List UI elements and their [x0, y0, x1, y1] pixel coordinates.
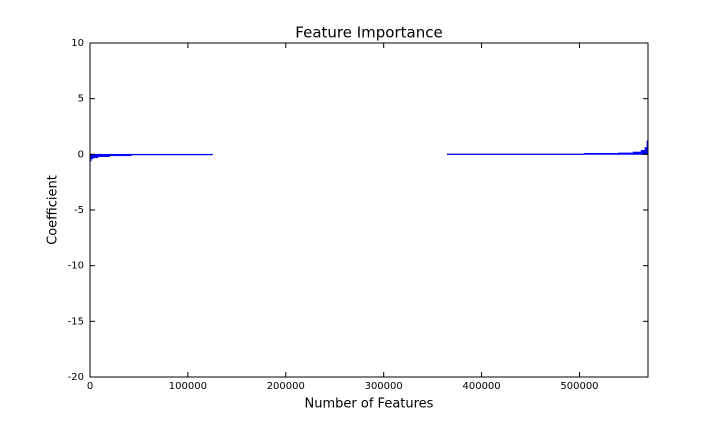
x-tick-label: 200000 — [267, 381, 305, 392]
x-axis-label: Number of Features — [305, 397, 434, 412]
x-tick-label: 300000 — [365, 381, 403, 392]
y-tick-label: -15 — [68, 316, 84, 327]
chart-title: Feature Importance — [295, 24, 442, 42]
y-tick-label: -20 — [68, 372, 84, 383]
x-tick-label: 400000 — [462, 381, 500, 392]
x-tick-label: 100000 — [169, 381, 207, 392]
x-tick-label: 500000 — [560, 381, 598, 392]
bar — [583, 153, 620, 155]
bar — [130, 153, 213, 156]
y-tick-label: 0 — [78, 149, 84, 160]
bar — [618, 152, 634, 155]
x-tick-label: 0 — [87, 381, 93, 392]
y-tick-label: -5 — [74, 205, 84, 216]
y-tick-label: 10 — [71, 38, 84, 49]
bar — [92, 153, 99, 159]
bar — [97, 153, 110, 157]
y-tick-label: 5 — [78, 94, 84, 105]
bar — [632, 151, 642, 155]
bar — [446, 153, 585, 155]
bar — [640, 150, 646, 155]
y-axis-label: Coefficient — [46, 175, 61, 245]
bar — [109, 153, 132, 157]
y-tick-label: -10 — [68, 261, 84, 272]
